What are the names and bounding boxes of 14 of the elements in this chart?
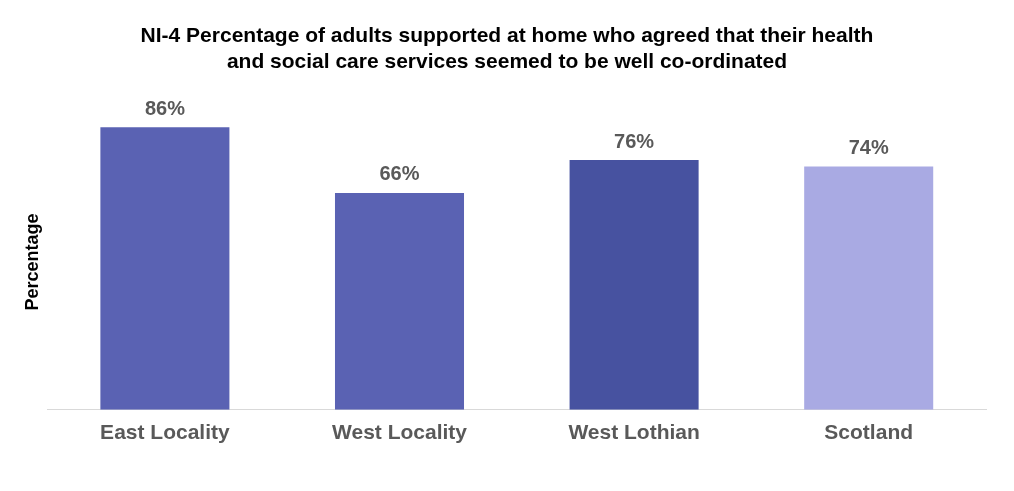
bar — [334, 192, 465, 410]
data-label: 74% — [848, 136, 889, 159]
y-axis-title: Percentage — [21, 213, 42, 311]
bar — [100, 127, 230, 410]
chart-title: NI-4 Percentage of adults supported at home who agreed that their health and social care services seemed to be well co-ordinated — [139, 22, 875, 74]
data-label: 66% — [379, 162, 420, 185]
bar — [804, 166, 934, 410]
bar — [569, 160, 699, 410]
x-tick-label: West Lothian — [568, 420, 700, 444]
x-tick-label: East Locality — [100, 420, 230, 444]
x-tick-label: West Locality — [332, 420, 468, 444]
data-label: 86% — [144, 96, 186, 119]
data-label: 76% — [614, 129, 655, 152]
x-tick-label: Scotland — [824, 420, 914, 444]
